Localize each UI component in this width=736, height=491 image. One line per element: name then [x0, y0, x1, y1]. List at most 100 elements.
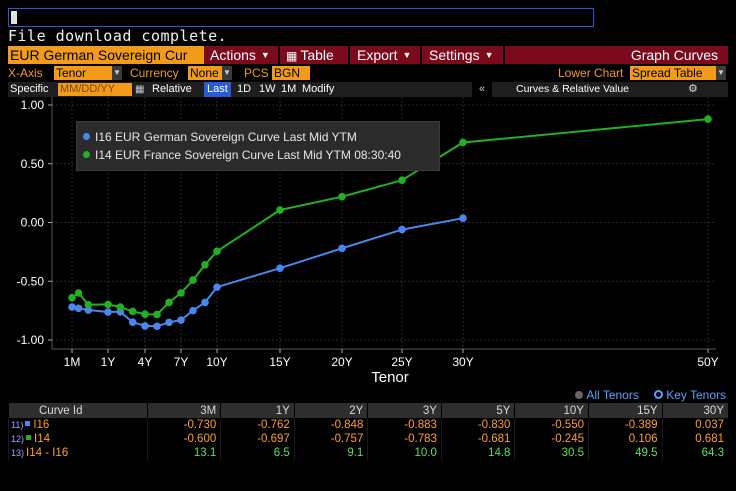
x-axis: 1M 1Y 4Y 7Y 10Y 15Y 20Y 25Y 30Y 50Y [64, 349, 719, 369]
value-cell: -0.600 [146, 432, 221, 446]
curve-id-label: I14 [34, 433, 51, 445]
series-point[interactable] [398, 225, 406, 234]
curve-id-cell[interactable]: 12) I14 [8, 432, 148, 446]
collapse-panel-button[interactable]: « [472, 82, 492, 97]
options-row: X-Axis Tenor ▼ Currency None ▼ PCS BGN L… [8, 66, 728, 81]
curve-id-cell[interactable]: 13) I14 - I16 [8, 446, 148, 460]
settings-label: Settings [429, 47, 480, 63]
date-input[interactable]: MM/DD/YY [58, 83, 132, 96]
series-point[interactable] [104, 308, 112, 316]
chevron-down-icon[interactable]: ▼ [112, 66, 122, 80]
security-field[interactable]: EUR German Sovereign Cur [8, 46, 204, 64]
lower-chart-select[interactable]: Spread Table [630, 66, 716, 80]
series-point[interactable] [153, 322, 161, 331]
last-button[interactable]: Last [204, 82, 231, 97]
series-point[interactable] [276, 264, 284, 273]
1w-button[interactable]: 1W [259, 83, 276, 95]
series-point[interactable] [84, 306, 93, 314]
chevron-down-icon[interactable]: ▼ [716, 66, 726, 80]
gear-icon[interactable]: ⚙ [688, 83, 698, 95]
value-cell: -0.681 [440, 432, 515, 446]
pcs-field[interactable]: BGN [272, 66, 310, 80]
row-number: 12) [11, 434, 25, 444]
series-point[interactable] [213, 247, 221, 256]
pcs-label: PCS [244, 66, 269, 80]
legend-item-i14[interactable]: I14 EUR France Sovereign Curve Last Mid … [83, 148, 401, 162]
value-cell: -0.783 [367, 432, 442, 446]
series-point[interactable] [68, 293, 76, 302]
curves-panel-label[interactable]: Curves & Relative Value [516, 83, 630, 95]
calendar-icon[interactable]: ▦ [135, 84, 145, 95]
actions-menu[interactable]: Actions ▼ [210, 46, 270, 64]
column-header[interactable]: Curve Id [8, 403, 148, 418]
text-cursor [11, 11, 17, 24]
y-axis: 1.00 0.50 0.00 -0.50 -1.00 [17, 98, 52, 347]
y-tick-label: 1.00 [21, 98, 45, 112]
xaxis-select[interactable]: Tenor [54, 66, 112, 80]
table-row[interactable]: 11) I16 -0.730 -0.762 -0.848 -0.883 -0.830 -0.5… [8, 418, 728, 432]
1d-button[interactable]: 1D [237, 83, 252, 95]
series-point[interactable] [141, 322, 149, 330]
x-tick-label: 20Y [331, 355, 352, 369]
value-cell: -0.389 [587, 418, 663, 432]
legend-label: I16 EUR German Sovereign Curve Last Mid … [95, 130, 357, 144]
series-point[interactable] [201, 261, 209, 269]
column-header[interactable]: 2Y [293, 403, 368, 418]
value-cell: -0.697 [220, 432, 295, 446]
series-point[interactable] [128, 307, 137, 316]
series-point[interactable] [165, 318, 173, 327]
radio-selected-icon [654, 390, 664, 399]
column-header[interactable]: 5Y [440, 403, 515, 418]
series-point[interactable] [459, 214, 467, 222]
1m-button[interactable]: 1M [281, 83, 297, 95]
series-point[interactable] [177, 316, 185, 324]
series-point[interactable] [153, 310, 161, 319]
series-point[interactable] [128, 318, 137, 326]
key-tenors-radio[interactable]: Key Tenors [642, 388, 726, 402]
export-menu[interactable]: Export ▼ [357, 46, 411, 64]
legend-item-i16[interactable]: I16 EUR German Sovereign Curve Last Mid … [83, 130, 357, 144]
settings-menu[interactable]: Settings ▼ [429, 46, 494, 64]
series-point[interactable] [177, 289, 185, 297]
column-header[interactable]: 3Y [367, 403, 442, 418]
value-cell: 10.0 [367, 446, 442, 460]
column-header[interactable]: 3M [146, 403, 221, 418]
toolbar: EUR German Sovereign Cur Actions ▼ ▦ Table… [8, 46, 728, 64]
column-header[interactable]: 10Y [514, 403, 589, 418]
series-point[interactable] [189, 276, 197, 284]
column-header[interactable]: 1Y [220, 403, 295, 418]
series-point[interactable] [74, 289, 83, 297]
curve-id-cell[interactable]: 11) I16 [8, 418, 148, 432]
column-header[interactable]: 15Y [587, 403, 663, 418]
series-point[interactable] [104, 300, 112, 309]
series-point[interactable] [68, 303, 76, 311]
modify-button[interactable]: Modify [302, 83, 335, 95]
column-header[interactable]: 30Y [661, 403, 728, 418]
series-point[interactable] [276, 206, 284, 214]
series-point[interactable] [459, 138, 467, 147]
series-point[interactable] [338, 192, 346, 201]
series-point[interactable] [213, 283, 221, 291]
value-cell: 9.1 [293, 446, 368, 460]
series-point[interactable] [189, 306, 197, 315]
x-tick-label: 7Y [174, 355, 189, 369]
series-point[interactable] [116, 303, 125, 311]
chevron-down-icon: ▼ [484, 50, 494, 60]
series-point[interactable] [141, 310, 149, 318]
table-row[interactable]: 13) I14 - I16 13.1 6.5 9.1 10.0 14.8 30.5 49.5 64… [8, 446, 728, 460]
series-point[interactable] [201, 298, 209, 307]
all-tenors-radio[interactable]: All Tenors [563, 388, 639, 402]
chevron-down-icon[interactable]: ▼ [222, 66, 232, 80]
series-point[interactable] [704, 115, 712, 123]
series-point[interactable] [84, 300, 93, 309]
series-point[interactable] [74, 304, 83, 313]
series-point[interactable] [165, 298, 173, 307]
command-line-input[interactable] [8, 8, 594, 27]
value-cell: 49.5 [587, 446, 663, 460]
table-button[interactable]: ▦ Table [286, 46, 334, 64]
lower-chart-label: Lower Chart [558, 66, 624, 80]
currency-select[interactable]: None [188, 66, 222, 80]
table-row[interactable]: 12) I14 -0.600 -0.697 -0.757 -0.783 -0.681 -0.2… [8, 432, 728, 446]
series-point[interactable] [338, 244, 346, 253]
series-point[interactable] [398, 176, 406, 184]
